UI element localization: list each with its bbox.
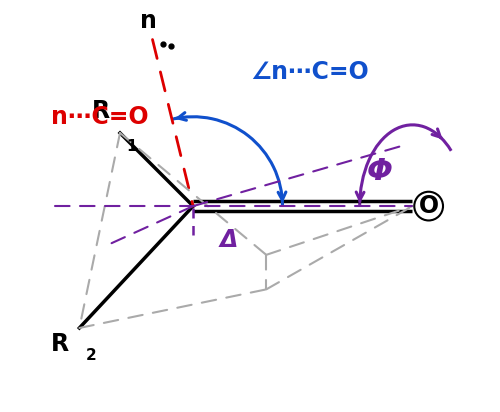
Text: n: n xyxy=(140,9,157,33)
Text: R: R xyxy=(51,332,69,356)
Text: 2: 2 xyxy=(86,348,96,363)
Text: n⋯C=O: n⋯C=O xyxy=(51,105,148,129)
Text: 1: 1 xyxy=(126,139,136,154)
Text: Φ: Φ xyxy=(367,157,393,186)
Text: R: R xyxy=(92,99,110,123)
Text: O: O xyxy=(418,194,438,218)
Text: ∠n⋯C=O: ∠n⋯C=O xyxy=(250,60,369,84)
Text: Δ: Δ xyxy=(220,228,238,253)
